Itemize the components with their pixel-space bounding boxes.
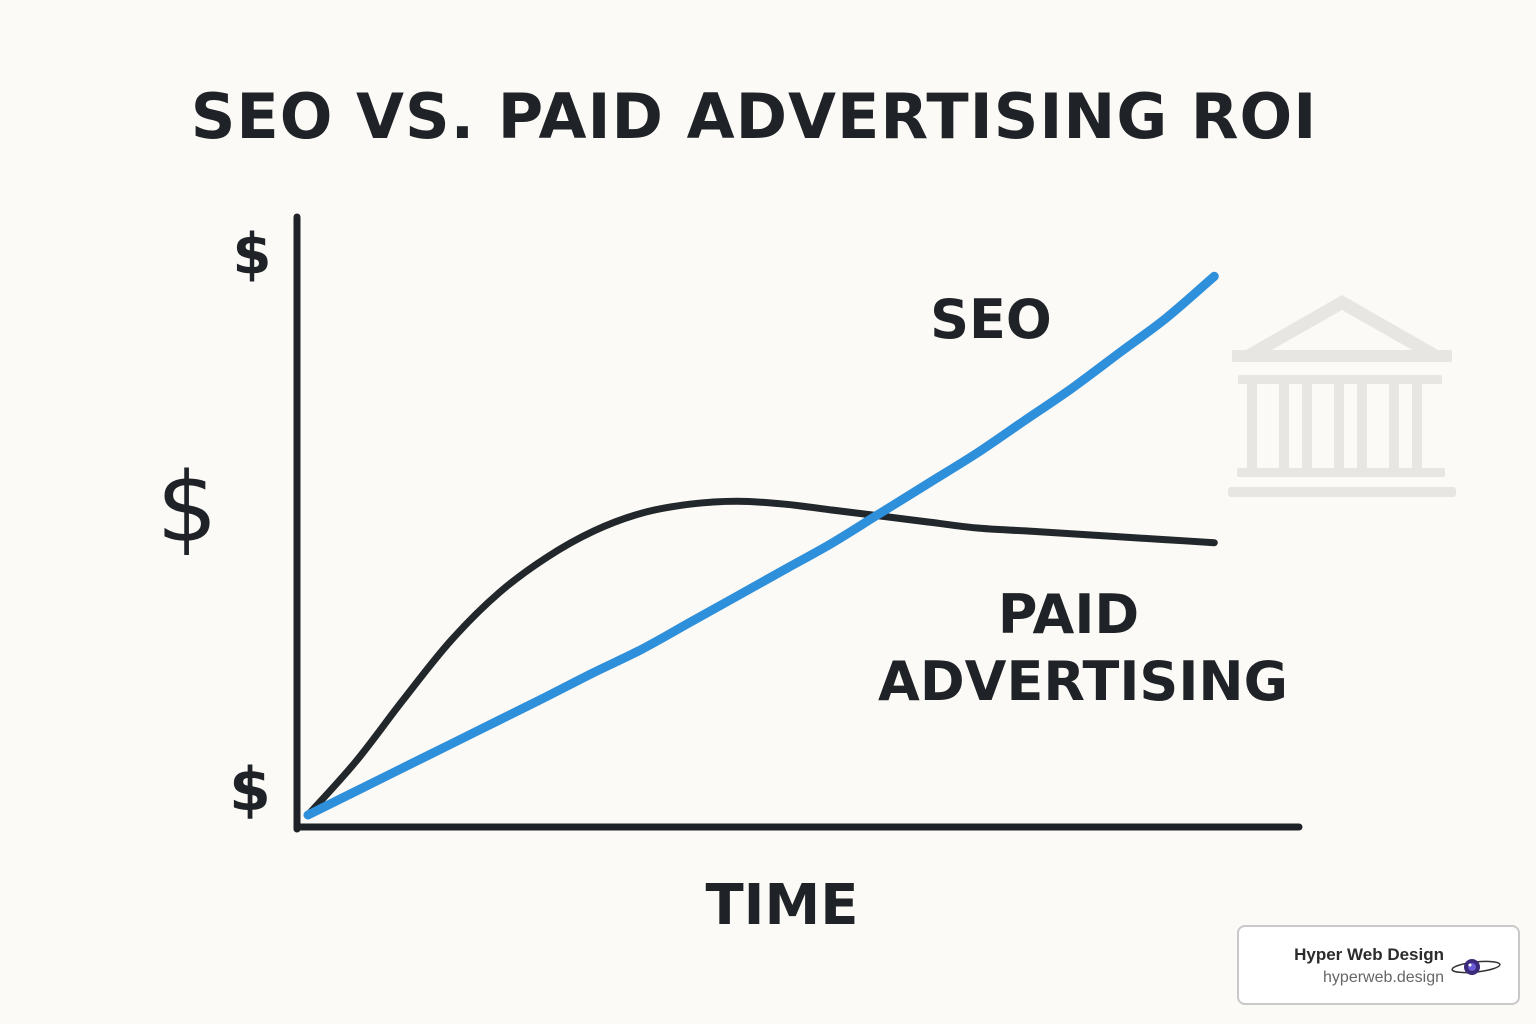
paid-advertising-line — [304, 497, 1218, 819]
chart-title: SEO VS. PAID ADVERTISING ROI — [190, 80, 1318, 153]
x-axis-label: TIME — [705, 873, 858, 938]
y-tick-label-top: $ — [233, 222, 272, 287]
paid-advertising-series-label: PAID ADVERTISING — [878, 583, 1288, 713]
y-tick-label-bottom: $ — [229, 755, 271, 825]
seo-line — [303, 271, 1219, 820]
eye-orbit-logo-icon — [1451, 959, 1501, 975]
brand-name: Hyper Web Design — [1294, 945, 1444, 964]
brand-badge[interactable]: Hyper Web Design hyperweb.design — [1237, 925, 1520, 1005]
y-tick-label-mid: $ — [156, 452, 217, 564]
brand-url: hyperweb.design — [1323, 969, 1444, 986]
seo-series-label: SEO — [930, 288, 1052, 351]
bank-building-icon — [1228, 295, 1456, 497]
